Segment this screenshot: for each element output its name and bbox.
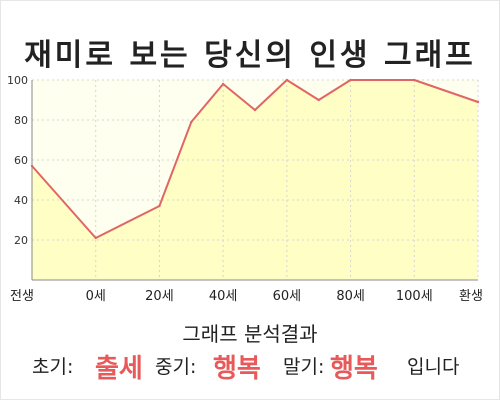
data-point — [30, 164, 34, 168]
y-tick-label: 40 — [14, 194, 28, 207]
data-point — [221, 82, 225, 86]
data-point — [158, 204, 161, 208]
analysis-heading: 그래프 분석결과 — [182, 322, 318, 346]
data-point — [253, 108, 257, 112]
y-tick-label: 100 — [7, 74, 28, 87]
data-point — [349, 78, 352, 82]
x-tick-label: 환생 — [459, 289, 483, 304]
early-value: 출세 — [95, 354, 143, 384]
y-tick-label: 60 — [14, 154, 28, 167]
middle-value: 행복 — [213, 354, 261, 384]
x-tick-label: 전생 — [10, 289, 34, 304]
data-point — [94, 236, 97, 240]
late-label: 말기: — [283, 356, 325, 378]
ending-text: 입니다 — [407, 356, 460, 378]
data-point — [413, 78, 416, 82]
y-tick-label: 20 — [14, 234, 28, 247]
x-tick-label: 40세 — [209, 289, 238, 304]
x-tick-label: 0세 — [86, 289, 106, 304]
x-tick-label: 100세 — [396, 289, 433, 304]
analysis-result: 초기: 출세 중기: 행복 말기: 행복 입니다 — [0, 348, 500, 384]
x-tick-label: 60세 — [273, 289, 302, 304]
data-point — [317, 98, 320, 102]
middle-label: 중기: — [155, 356, 197, 378]
data-point — [285, 78, 289, 82]
x-tick-label: 20세 — [145, 289, 174, 304]
area-fill — [32, 80, 478, 280]
data-point — [190, 120, 193, 124]
early-label: 초기: — [32, 356, 74, 378]
chart-title: 재미로 보는 당신의 인생 그래프 — [24, 38, 476, 73]
data-point — [476, 100, 480, 104]
late-value: 행복 — [330, 354, 378, 384]
x-tick-label: 80세 — [336, 289, 365, 304]
y-tick-label: 80 — [14, 114, 28, 127]
